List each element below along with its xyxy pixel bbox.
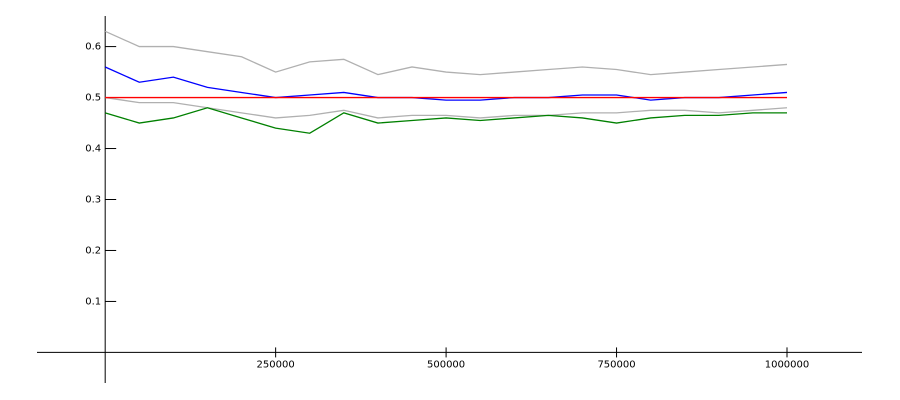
x-tick-label: 500000 xyxy=(427,359,465,370)
x-tick-label: 1000000 xyxy=(765,359,810,370)
y-tick-label: 0.3 xyxy=(85,195,101,206)
y-tick-label: 0.4 xyxy=(85,144,101,155)
series-line xyxy=(104,107,787,134)
series-line xyxy=(105,96,788,119)
series-line xyxy=(104,66,788,101)
y-tick-label: 0.5 xyxy=(85,93,101,104)
y-tick-label: 0.2 xyxy=(85,245,101,256)
x-tick-label: 250000 xyxy=(257,359,295,370)
y-tick-label: 0.1 xyxy=(85,296,101,307)
x-tick-label: 750000 xyxy=(597,359,635,370)
series-line xyxy=(104,30,788,76)
y-tick-label: 0.6 xyxy=(85,42,101,53)
